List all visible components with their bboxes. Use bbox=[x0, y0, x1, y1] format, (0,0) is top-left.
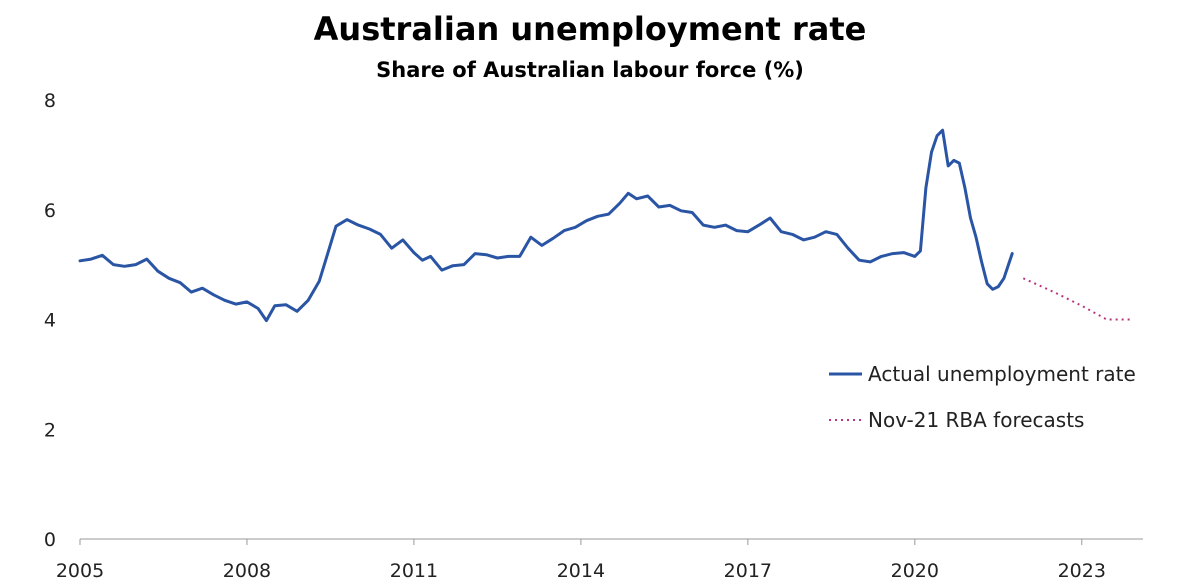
actual-series-line bbox=[78, 128, 1014, 323]
y-tick-label: 0 bbox=[44, 529, 56, 551]
chart-title: Australian unemployment rate bbox=[313, 10, 867, 48]
legend-label-forecast: Nov-21 RBA forecasts bbox=[868, 408, 1084, 432]
x-tick-label: 2014 bbox=[557, 560, 605, 582]
x-tick-label: 2011 bbox=[390, 560, 438, 582]
x-tick-label: 2017 bbox=[724, 560, 772, 582]
x-tick-label: 2005 bbox=[56, 560, 104, 582]
y-tick-label: 2 bbox=[44, 419, 56, 441]
chart-subtitle: Share of Australian labour force (%) bbox=[376, 58, 804, 82]
legend: Actual unemployment rate Nov-21 RBA fore… bbox=[829, 362, 1136, 432]
series-layer bbox=[78, 128, 1132, 323]
forecast-series-line bbox=[1022, 277, 1132, 321]
x-tick-label: 2020 bbox=[891, 560, 939, 582]
y-tick-label: 6 bbox=[44, 200, 56, 222]
x-tick-label: 2023 bbox=[1058, 560, 1106, 582]
y-axis: 0 2 4 6 8 bbox=[44, 90, 56, 551]
x-axis: 2005 2008 2011 2014 2017 2020 2023 bbox=[56, 538, 1143, 582]
y-tick-label: 8 bbox=[44, 90, 56, 112]
x-tick-label: 2008 bbox=[223, 560, 271, 582]
y-tick-label: 4 bbox=[44, 310, 56, 332]
legend-label-actual: Actual unemployment rate bbox=[868, 362, 1136, 386]
